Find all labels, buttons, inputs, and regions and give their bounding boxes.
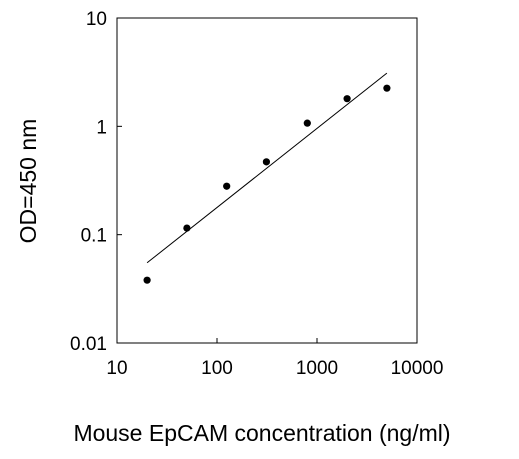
data-points bbox=[143, 84, 391, 284]
y-tick-label: 1 bbox=[96, 117, 107, 138]
y-axis-tick-labels: 10 1 0.1 0.01 bbox=[70, 9, 107, 355]
y-tick-label: 0.01 bbox=[70, 334, 107, 355]
data-point bbox=[223, 182, 231, 190]
y-axis-label: OD=450 nm bbox=[15, 119, 41, 244]
data-point bbox=[303, 119, 311, 127]
y-tick-label: 10 bbox=[86, 9, 107, 30]
y-axis-ticks bbox=[117, 17, 122, 344]
data-point bbox=[343, 95, 351, 103]
x-axis-label: Mouse EpCAM concentration (ng/ml) bbox=[73, 420, 450, 446]
x-tick-label: 10000 bbox=[391, 358, 444, 379]
x-tick-label: 10 bbox=[106, 358, 127, 379]
x-tick-label: 100 bbox=[201, 358, 233, 379]
trendline-group bbox=[146, 72, 388, 264]
data-point bbox=[262, 158, 271, 166]
x-axis-tick-labels: 10 100 1000 10000 bbox=[106, 358, 443, 379]
y-tick-label: 0.1 bbox=[81, 226, 107, 247]
data-point bbox=[383, 84, 391, 92]
x-axis-ticks bbox=[116, 338, 418, 343]
x-tick-label: 1000 bbox=[296, 358, 338, 379]
trendline bbox=[146, 72, 388, 264]
plot-frame bbox=[116, 17, 418, 344]
data-point bbox=[183, 224, 191, 232]
data-point bbox=[143, 276, 151, 284]
